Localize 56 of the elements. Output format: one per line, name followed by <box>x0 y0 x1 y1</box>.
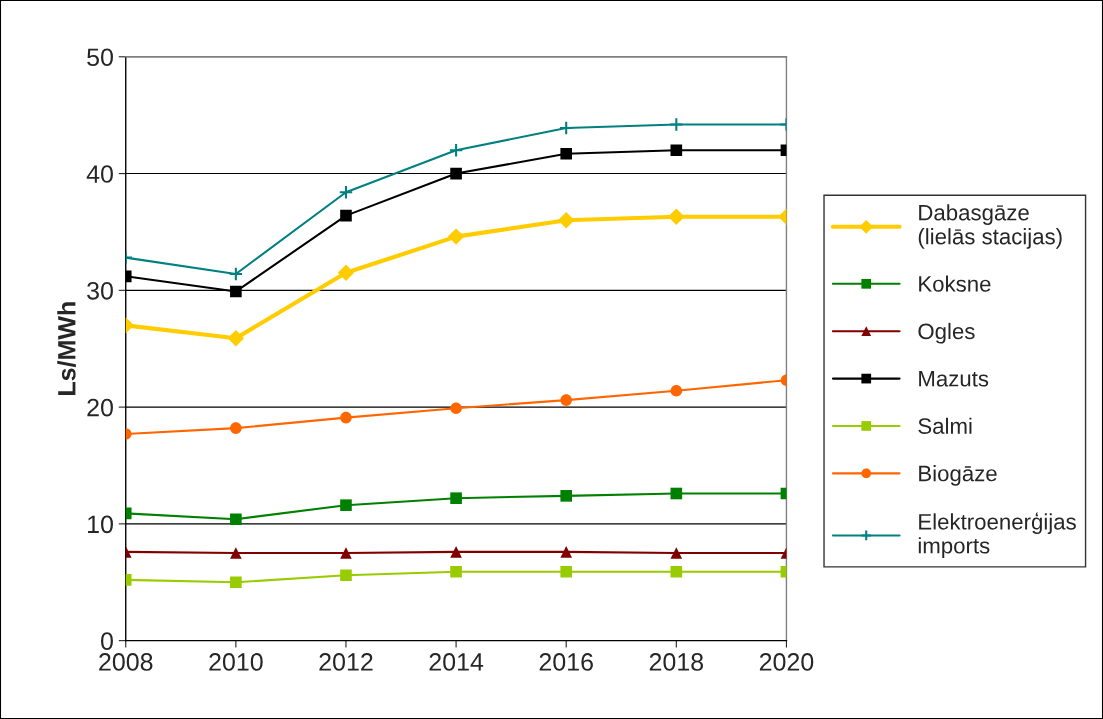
point <box>450 565 462 578</box>
point <box>450 167 462 180</box>
point <box>340 569 352 582</box>
x-tick-label: 2012 <box>319 653 373 671</box>
y-tick-label: 50 <box>87 48 113 67</box>
point <box>670 144 683 157</box>
legend-label: Koksne <box>919 275 991 292</box>
point <box>230 513 242 525</box>
point <box>450 546 462 558</box>
legend-label: Salmi <box>918 417 972 434</box>
point <box>230 576 242 589</box>
point <box>227 329 245 347</box>
point <box>337 264 355 282</box>
x-tick-label: 2010 <box>209 653 263 671</box>
point <box>670 565 683 578</box>
point <box>560 490 573 502</box>
y-tick-label: 30 <box>87 281 113 300</box>
x-tick-label: 2018 <box>649 653 704 671</box>
point <box>447 228 465 245</box>
point <box>560 565 573 578</box>
legend-label: Mazuts <box>919 371 989 387</box>
point <box>338 185 354 200</box>
point <box>228 266 244 282</box>
y-tick-label: 20 <box>87 398 113 417</box>
point <box>558 120 574 136</box>
legend-label: Elektroenerģijas imports <box>918 512 1076 558</box>
point <box>340 499 352 511</box>
point <box>340 411 352 424</box>
point <box>560 394 573 406</box>
x-tick-label: 2016 <box>539 653 593 671</box>
x-tick-label: 2008 <box>99 653 153 671</box>
y-tick-label: 0 <box>101 632 113 650</box>
point <box>448 142 464 158</box>
point <box>560 546 573 558</box>
point <box>670 487 683 500</box>
legend-label: Ogles <box>918 322 975 344</box>
point <box>450 402 462 415</box>
point <box>670 547 683 559</box>
point <box>670 384 683 397</box>
point <box>669 117 684 132</box>
legend-label: Dabasgāze (lielās stacijas) <box>918 204 1062 249</box>
point <box>340 209 352 222</box>
point <box>230 285 242 298</box>
point <box>450 492 462 504</box>
x-tick-label: 2020 <box>759 653 814 671</box>
legend-label: Biogāze <box>919 465 997 486</box>
point <box>668 208 685 225</box>
y-tick-label: 40 <box>86 165 113 183</box>
x-tick-label: 2014 <box>429 653 484 671</box>
point <box>340 547 352 559</box>
y-axis-title: Ls/MWh <box>57 302 76 395</box>
point <box>230 547 242 559</box>
point <box>230 422 242 434</box>
y-tick-label: 10 <box>88 515 113 534</box>
point <box>557 212 575 229</box>
point <box>560 147 573 160</box>
